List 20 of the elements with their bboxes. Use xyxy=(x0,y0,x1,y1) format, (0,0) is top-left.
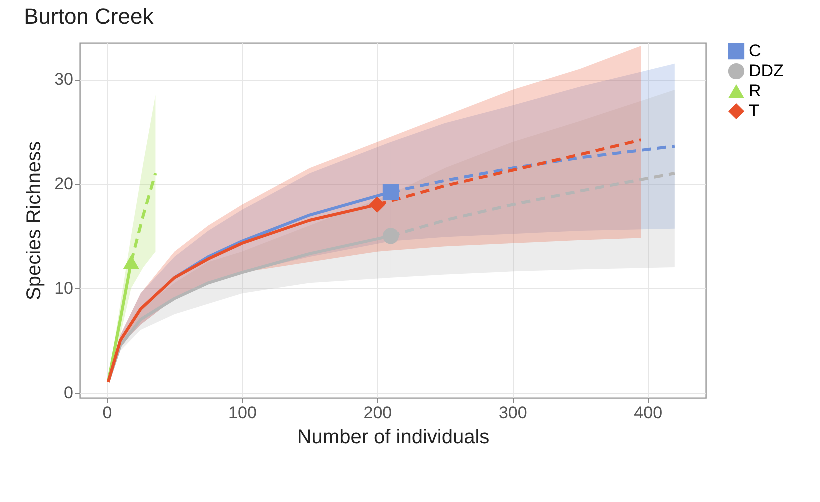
x-tick-label: 0 xyxy=(102,404,112,422)
legend-label: DDZ xyxy=(749,62,784,80)
x-tick-label: 300 xyxy=(498,404,528,422)
y-tick-label: 10 xyxy=(54,278,74,298)
y-tick-label: 20 xyxy=(54,174,74,194)
legend-label: C xyxy=(749,42,762,60)
y-tick-label: 30 xyxy=(54,70,74,90)
point xyxy=(369,196,386,213)
x-tick-label: 200 xyxy=(364,404,392,422)
legend-label: T xyxy=(749,102,760,120)
point xyxy=(382,184,400,200)
point xyxy=(382,228,400,244)
x-tick-label: 400 xyxy=(634,404,663,422)
x-tick-label: 100 xyxy=(228,404,257,422)
y-axis-title: Species Richness xyxy=(24,142,46,300)
x-axis-title: Number of individuals xyxy=(297,426,490,448)
y-tick-label: 0 xyxy=(64,383,74,402)
legend-label: R xyxy=(749,82,762,100)
point xyxy=(123,255,140,270)
chart-title: Burton Creek xyxy=(24,4,155,29)
